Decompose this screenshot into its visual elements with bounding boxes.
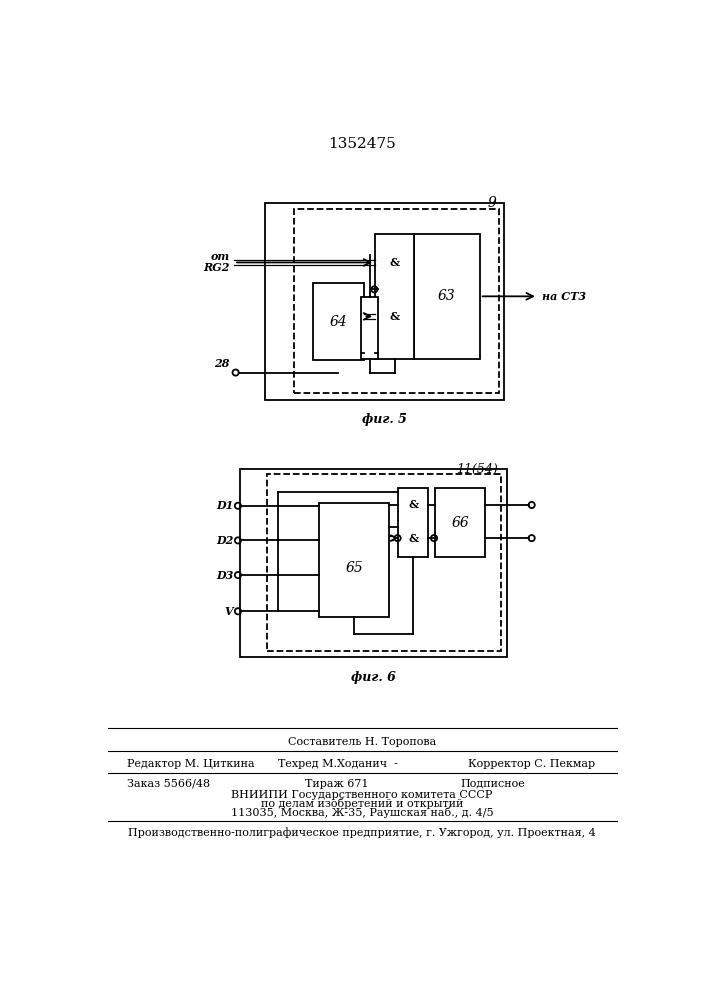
- Text: 63: 63: [438, 289, 456, 303]
- Text: Техред М.Ходанич  -: Техред М.Ходанич -: [279, 759, 398, 769]
- Text: 1352475: 1352475: [328, 137, 396, 151]
- Text: Производственно-полиграфическое предприятие, г. Ужгород, ул. Проектная, 4: Производственно-полиграфическое предприя…: [128, 828, 596, 838]
- Text: на СТ3: на СТ3: [542, 291, 586, 302]
- Bar: [267, 474, 501, 651]
- Text: фиг. 6: фиг. 6: [351, 671, 396, 684]
- Text: 28: 28: [214, 358, 230, 369]
- Bar: [361, 297, 378, 359]
- Text: &: &: [408, 499, 418, 510]
- Text: V: V: [225, 606, 233, 617]
- Text: Подписное: Подписное: [460, 779, 525, 789]
- Text: Составитель Н. Торопова: Составитель Н. Торопова: [288, 737, 436, 747]
- Text: D2: D2: [216, 535, 233, 546]
- Text: 113035, Москва, Ж-35, Раушская наб., д. 4/5: 113035, Москва, Ж-35, Раушская наб., д. …: [230, 808, 493, 818]
- Text: по делам изобретений и открытий: по делам изобретений и открытий: [261, 798, 463, 809]
- Bar: [293, 209, 499, 393]
- Text: фиг. 5: фиг. 5: [362, 413, 407, 426]
- Text: ВНИИПИ Государственного комитета СССР: ВНИИПИ Государственного комитета СССР: [231, 790, 493, 800]
- Text: D3: D3: [216, 570, 233, 581]
- Text: Редактор М. Циткина: Редактор М. Циткина: [127, 759, 255, 769]
- Bar: [414, 234, 480, 359]
- Text: от: от: [210, 251, 230, 262]
- Text: 64: 64: [329, 315, 347, 329]
- Text: RG2: RG2: [203, 262, 230, 273]
- Bar: [435, 488, 485, 557]
- Bar: [320, 503, 389, 617]
- Text: &: &: [390, 311, 399, 322]
- Text: D1: D1: [216, 500, 233, 511]
- Text: 9: 9: [487, 196, 496, 210]
- Text: 11(54): 11(54): [456, 463, 498, 476]
- Text: &: &: [390, 257, 399, 268]
- Text: Тираж 671: Тираж 671: [305, 779, 369, 789]
- Text: Заказ 5566/48: Заказ 5566/48: [127, 779, 210, 789]
- Text: 65: 65: [345, 561, 363, 575]
- Text: 66: 66: [451, 516, 469, 530]
- Text: Корректор С. Пекмар: Корректор С. Пекмар: [468, 759, 595, 769]
- Bar: [313, 283, 363, 360]
- Text: &: &: [408, 533, 418, 544]
- Bar: [398, 488, 428, 557]
- Bar: [375, 234, 414, 359]
